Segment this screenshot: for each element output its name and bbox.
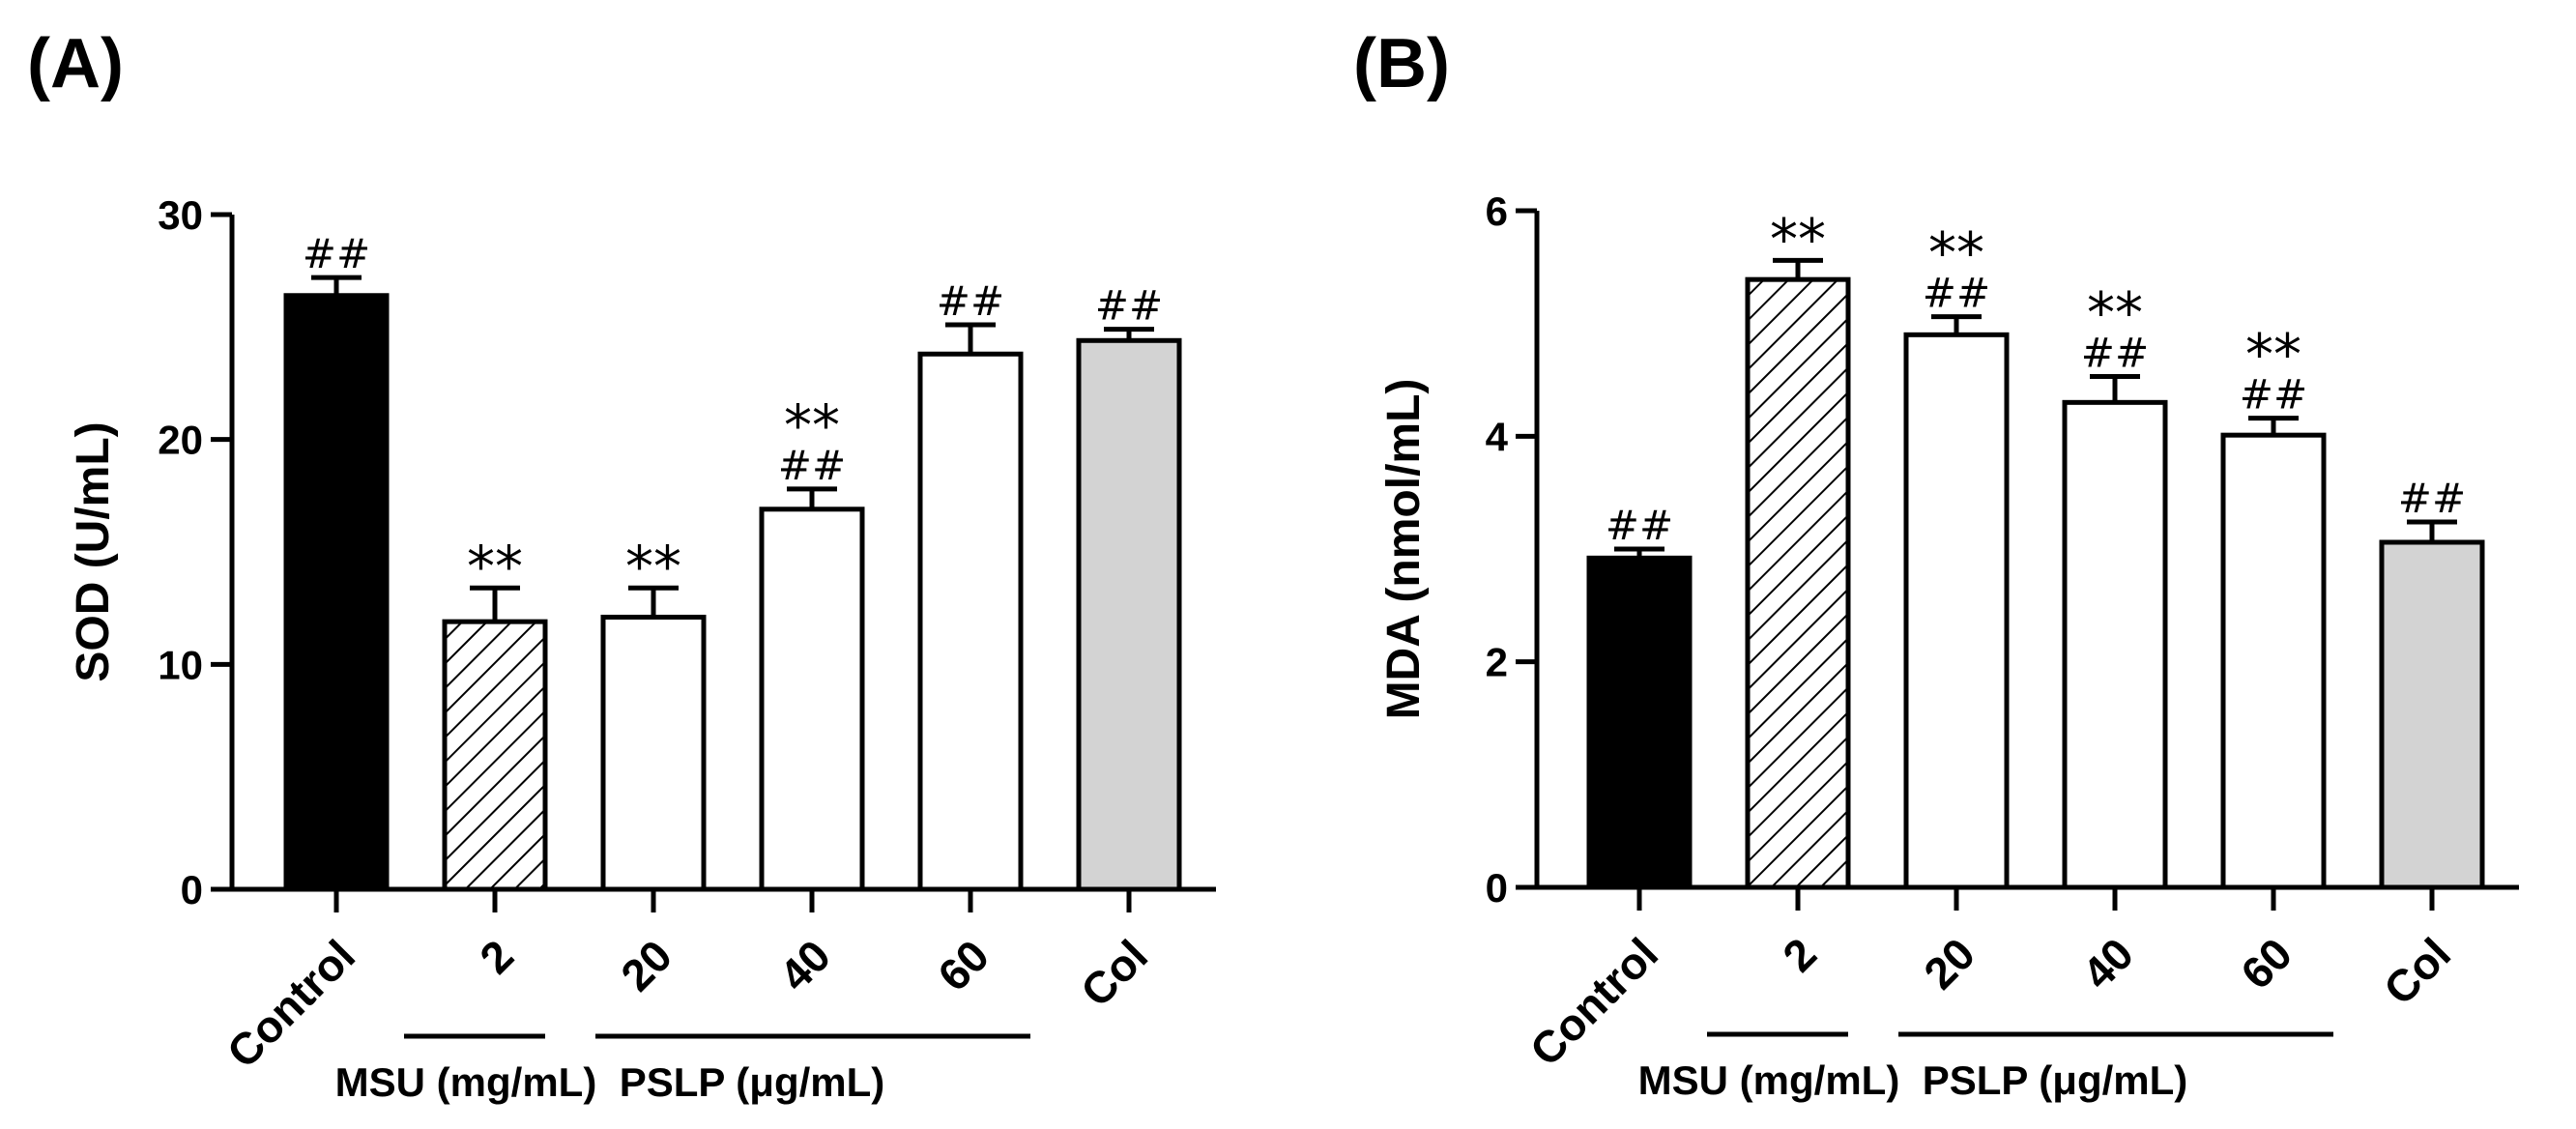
bar-0	[1586, 555, 1693, 890]
group-brackets: MSU (mg/mL) PSLP (μg/mL)	[335, 1033, 1030, 1105]
x-category-label: 2	[470, 930, 523, 983]
bar-1	[1745, 276, 1851, 890]
star-annotation: **	[2245, 322, 2301, 388]
hash-annotation: ##	[1923, 270, 1990, 317]
bar-5	[2379, 539, 2485, 890]
x-category-label: 60	[928, 930, 999, 1000]
star-annotation: **	[784, 392, 840, 458]
panel-label: (A)	[27, 25, 124, 102]
bars	[283, 275, 1182, 912]
y-tick-label: 6	[1486, 188, 1508, 234]
hash-annotation: ##	[303, 230, 370, 277]
x-category-labels: Control 2 20 40 60 Col	[217, 930, 1157, 1077]
hash-annotation: ##	[1095, 282, 1163, 330]
x-category-label: 60	[2231, 928, 2301, 999]
hash-annotation: ##	[778, 442, 846, 489]
star-annotation: **	[1928, 220, 1984, 286]
bar-2	[600, 614, 707, 892]
y-axis-title: SOD (U/mL)	[68, 421, 119, 681]
bar-4	[917, 351, 1024, 892]
star-annotation: **	[467, 534, 523, 599]
y-tick-label: 20	[158, 418, 203, 463]
bar-3	[759, 507, 865, 892]
bar-4	[2220, 432, 2327, 890]
y-tick-label: 2	[1486, 640, 1508, 685]
bar-1	[442, 619, 548, 892]
hash-annotation: ##	[2081, 330, 2149, 377]
hash-annotation: ##	[2398, 475, 2466, 522]
bar-5	[1076, 337, 1182, 892]
bar-0	[283, 293, 390, 892]
x-category-label: 2	[1773, 928, 1826, 981]
group-label: MSU (mg/mL)	[1638, 1057, 1900, 1103]
bars	[1586, 257, 2485, 911]
y-tick-label: 30	[158, 192, 203, 238]
group-brackets: MSU (mg/mL) PSLP (μg/mL)	[1638, 1031, 2333, 1103]
y-ticks: 0 10 20 30	[158, 192, 232, 912]
bar-2	[1903, 332, 2010, 890]
star-annotation: **	[625, 534, 681, 599]
x-category-label: Col	[1071, 930, 1157, 1016]
panel-label: (B)	[1353, 25, 1450, 102]
y-axis-title: MDA (nmol/mL)	[1378, 379, 1430, 720]
x-category-label: Col	[2374, 928, 2460, 1014]
x-category-label: Control	[1520, 928, 1667, 1075]
y-tick-label: 0	[181, 867, 203, 912]
star-annotation: **	[2087, 280, 2143, 346]
y-tick-label: 0	[1486, 865, 1508, 911]
axes	[1534, 211, 2519, 890]
group-label: PSLP (μg/mL)	[1923, 1057, 2188, 1103]
star-annotation: **	[1770, 206, 1826, 272]
axes	[229, 215, 1216, 892]
y-ticks: 0 2 4 6	[1486, 188, 1537, 911]
group-label: MSU (mg/mL)	[335, 1059, 597, 1105]
bar-3	[2062, 399, 2168, 890]
hash-annotation: ##	[2240, 371, 2307, 419]
y-tick-label: 4	[1486, 414, 1509, 459]
panel-b: (B) MDA (nmol/mL) ##**##**##**##**## 024…	[1353, 25, 2519, 1103]
significance-annotations: ##**##**##**##**##	[1606, 206, 2466, 549]
hash-annotation: ##	[937, 277, 1004, 325]
x-category-labels: Control 2 20 40 60 Col	[1520, 928, 2460, 1075]
y-tick-label: 10	[158, 642, 203, 687]
x-category-label: 20	[1914, 928, 1984, 999]
x-category-label: 20	[611, 930, 681, 1000]
significance-annotations: ##** **##**## ##	[303, 230, 1163, 599]
x-category-label: 40	[769, 930, 840, 1000]
x-category-label: 40	[2072, 928, 2143, 999]
x-category-label: Control	[217, 930, 364, 1077]
hash-annotation: ##	[1606, 502, 1673, 549]
group-label: PSLP (μg/mL)	[620, 1059, 885, 1105]
